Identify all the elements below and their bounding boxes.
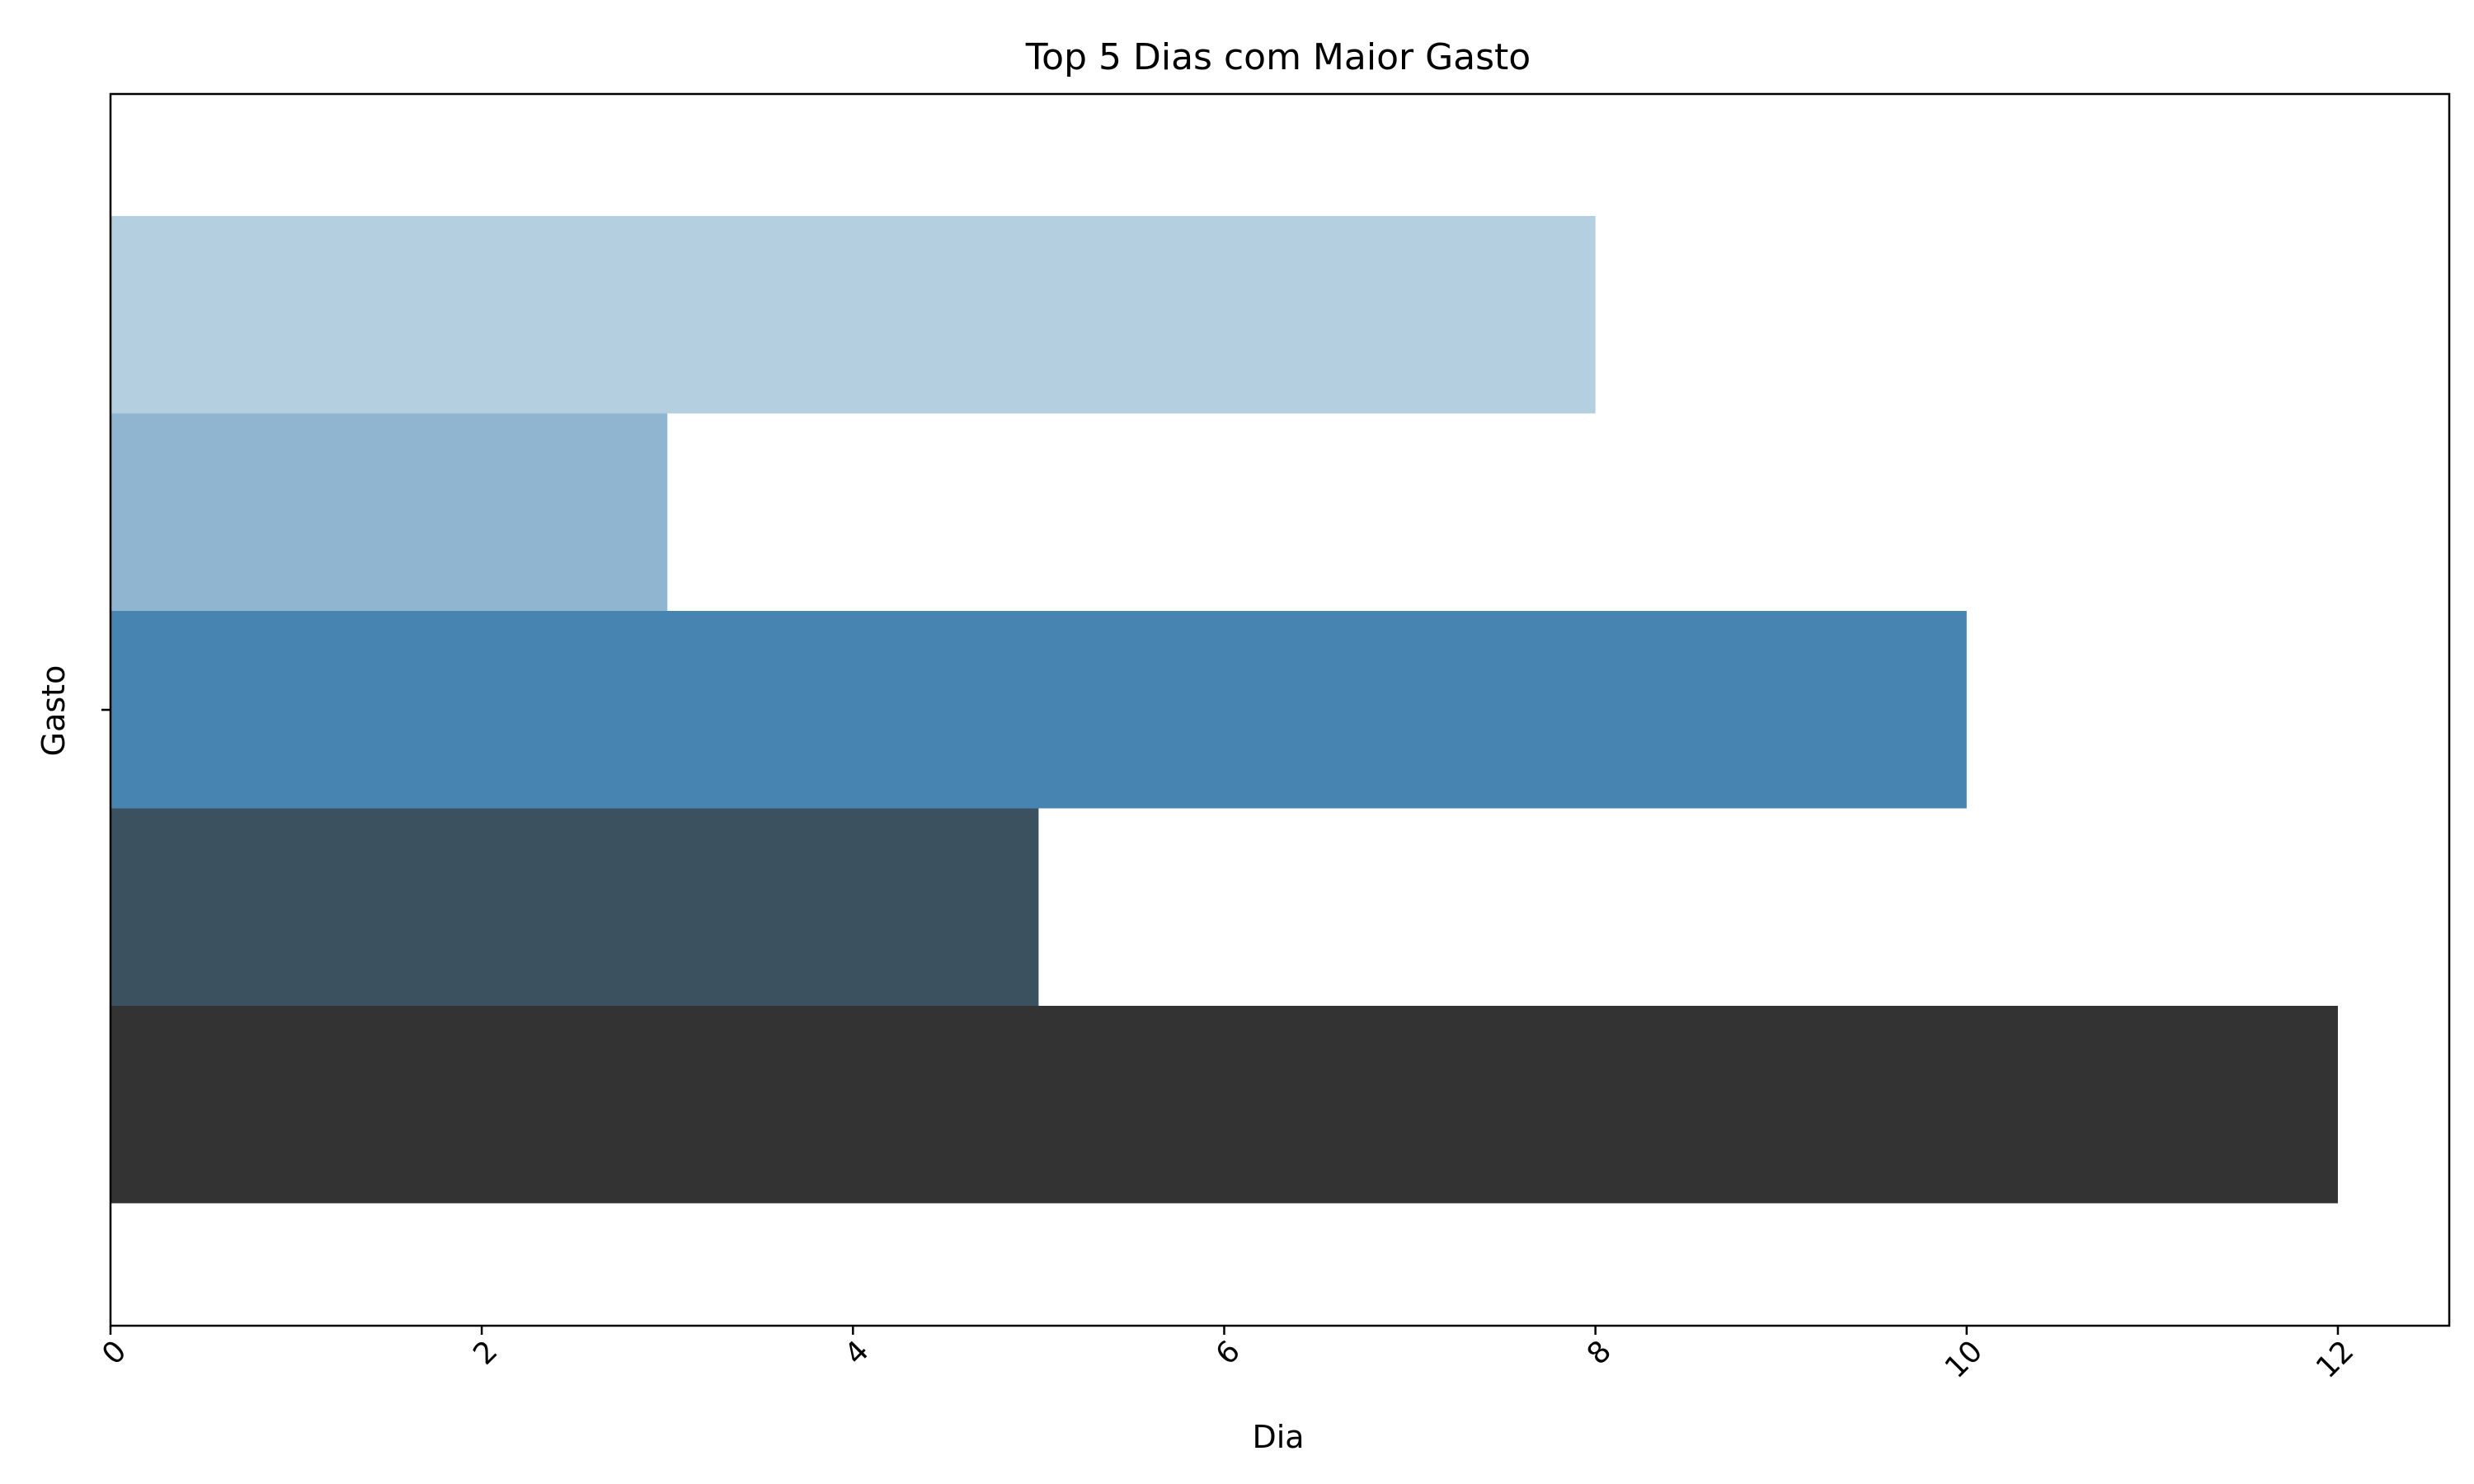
bar-1 bbox=[111, 216, 1596, 414]
bar-2 bbox=[111, 413, 668, 611]
bar-3 bbox=[111, 611, 1967, 809]
chart-title: Top 5 Dias com Maior Gasto bbox=[1025, 36, 1531, 78]
y-axis-label: Gasto bbox=[35, 665, 72, 757]
x-axis-label: Dia bbox=[1252, 1419, 1304, 1455]
bar-5 bbox=[111, 1006, 2338, 1204]
bar-4 bbox=[111, 808, 1039, 1006]
bars-layer bbox=[111, 216, 2338, 1204]
